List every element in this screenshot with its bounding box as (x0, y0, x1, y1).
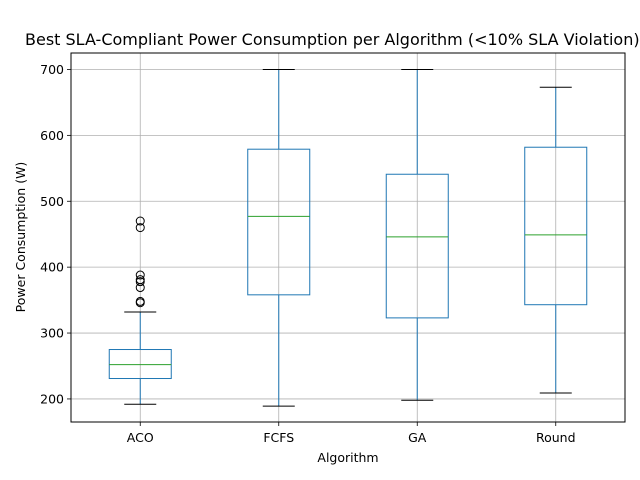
grid-layer (71, 53, 625, 422)
outlier-point (135, 275, 145, 285)
x-tick-label: GA (408, 430, 427, 445)
iqr-box (108, 349, 172, 380)
y-tick-label: 600 (40, 128, 64, 143)
x-axis-label: Algorithm (317, 450, 378, 465)
y-tick-label: 200 (40, 391, 64, 406)
y-tick-label: 700 (40, 62, 64, 77)
x-tick-label: ACO (127, 430, 154, 445)
outlier-point (135, 270, 145, 280)
axes-layer: 200 300 400 500 600 700 ACO FCFS GA Round (40, 62, 575, 445)
chart-title: Best SLA-Compliant Power Consumption per… (25, 30, 640, 49)
iqr-box (247, 148, 311, 296)
boxes-layer (108, 68, 588, 407)
iqr-box (385, 173, 449, 319)
y-tick-label: 500 (40, 194, 64, 209)
x-tick-label: Round (536, 430, 576, 445)
plot-frame (70, 52, 626, 423)
outlier-point (135, 296, 145, 306)
iqr-box (524, 146, 588, 306)
y-tick-label: 300 (40, 326, 64, 341)
y-axis-label: Power Consumption (W) (13, 162, 28, 313)
outlier-point (135, 223, 145, 233)
y-tick-label: 400 (40, 260, 64, 275)
x-tick-label: FCFS (263, 430, 294, 445)
outlier-point (135, 216, 145, 226)
